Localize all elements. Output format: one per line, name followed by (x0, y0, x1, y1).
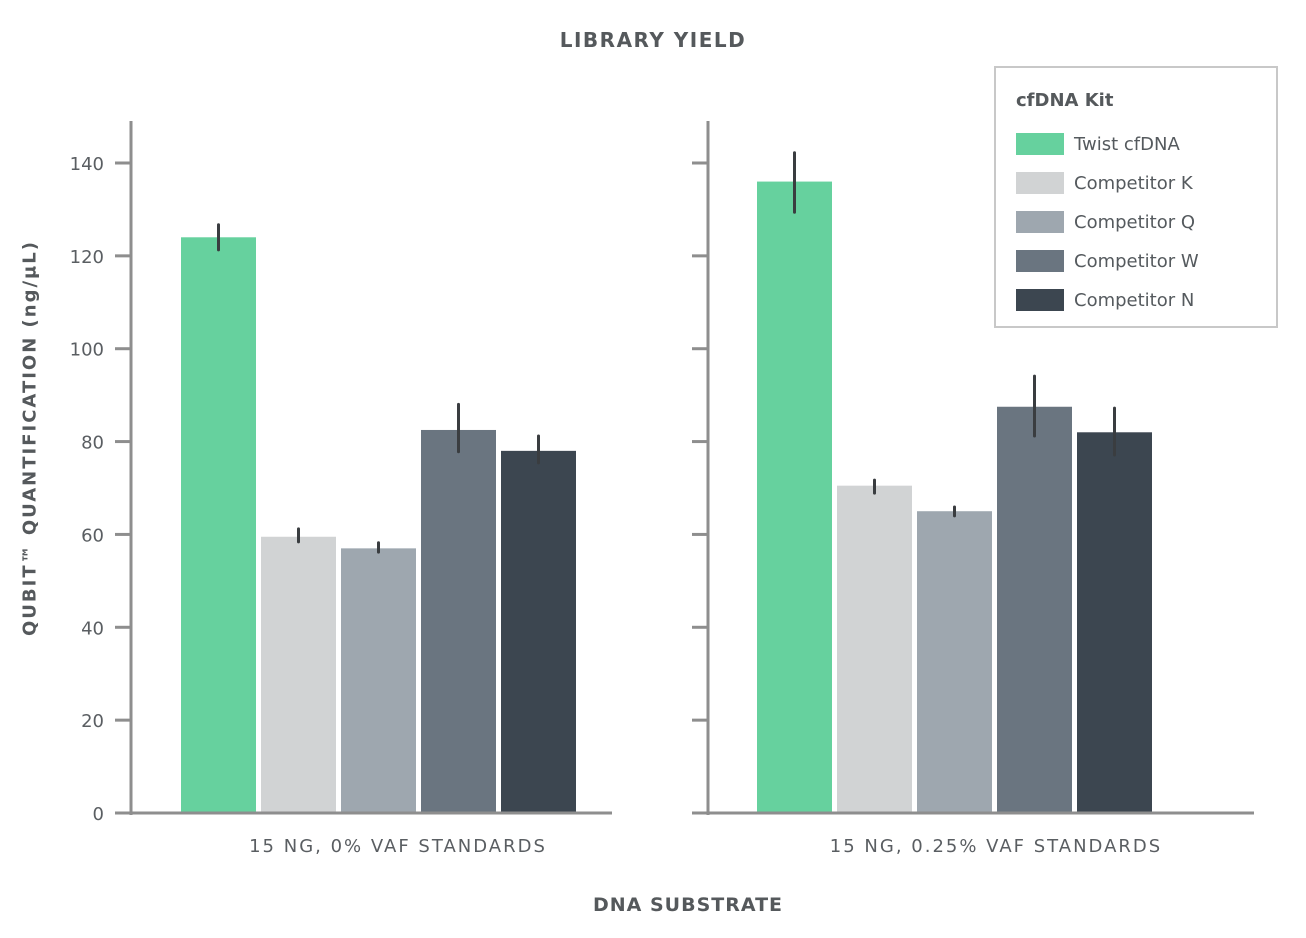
y-tick-label: 60 (81, 525, 104, 546)
legend-title: cfDNA Kit (1016, 90, 1114, 111)
legend-label: Twist cfDNA (1074, 133, 1180, 155)
legend-item: Competitor N (1016, 288, 1194, 312)
bar (997, 406, 1072, 812)
y-tick-label: 140 (70, 154, 104, 175)
y-tick-label: 0 (93, 804, 104, 825)
category-label: 15 NG, 0.25% VAF STANDARDS (830, 836, 1162, 857)
legend-swatch (1016, 211, 1064, 233)
y-tick-label: 80 (81, 433, 104, 454)
legend-item: Competitor K (1016, 171, 1193, 195)
bar (261, 536, 336, 812)
bar (181, 237, 256, 812)
legend-swatch (1016, 250, 1064, 272)
x-axis-title: DNA SUBSTRATE (592, 894, 784, 916)
legend-item: Twist cfDNA (1016, 132, 1180, 156)
category-label: 15 NG, 0% VAF STANDARDS (249, 836, 547, 857)
bar (1077, 432, 1152, 812)
chart-title: LIBRARY YIELD (559, 28, 747, 52)
y-tick-label: 20 (81, 711, 104, 732)
y-tick-label: 120 (70, 247, 104, 268)
legend-item: Competitor Q (1016, 210, 1195, 234)
bar (341, 548, 416, 812)
legend-label: Competitor W (1074, 250, 1199, 272)
legend: cfDNA Kit Twist cfDNA Competitor K Competi… (994, 66, 1278, 328)
bar (421, 429, 496, 812)
legend-label: Competitor Q (1074, 211, 1196, 233)
bar (757, 181, 832, 812)
legend-label: Competitor N (1074, 289, 1195, 311)
legend-label: Competitor K (1074, 172, 1193, 194)
legend-swatch (1016, 172, 1064, 194)
bar (501, 450, 576, 812)
bar (837, 485, 912, 812)
bar (917, 511, 992, 812)
y-tick-label: 100 (70, 340, 104, 361)
legend-item: Competitor W (1016, 249, 1199, 273)
legend-swatch (1016, 133, 1064, 155)
y-tick-label: 40 (81, 618, 104, 639)
legend-swatch (1016, 289, 1064, 311)
